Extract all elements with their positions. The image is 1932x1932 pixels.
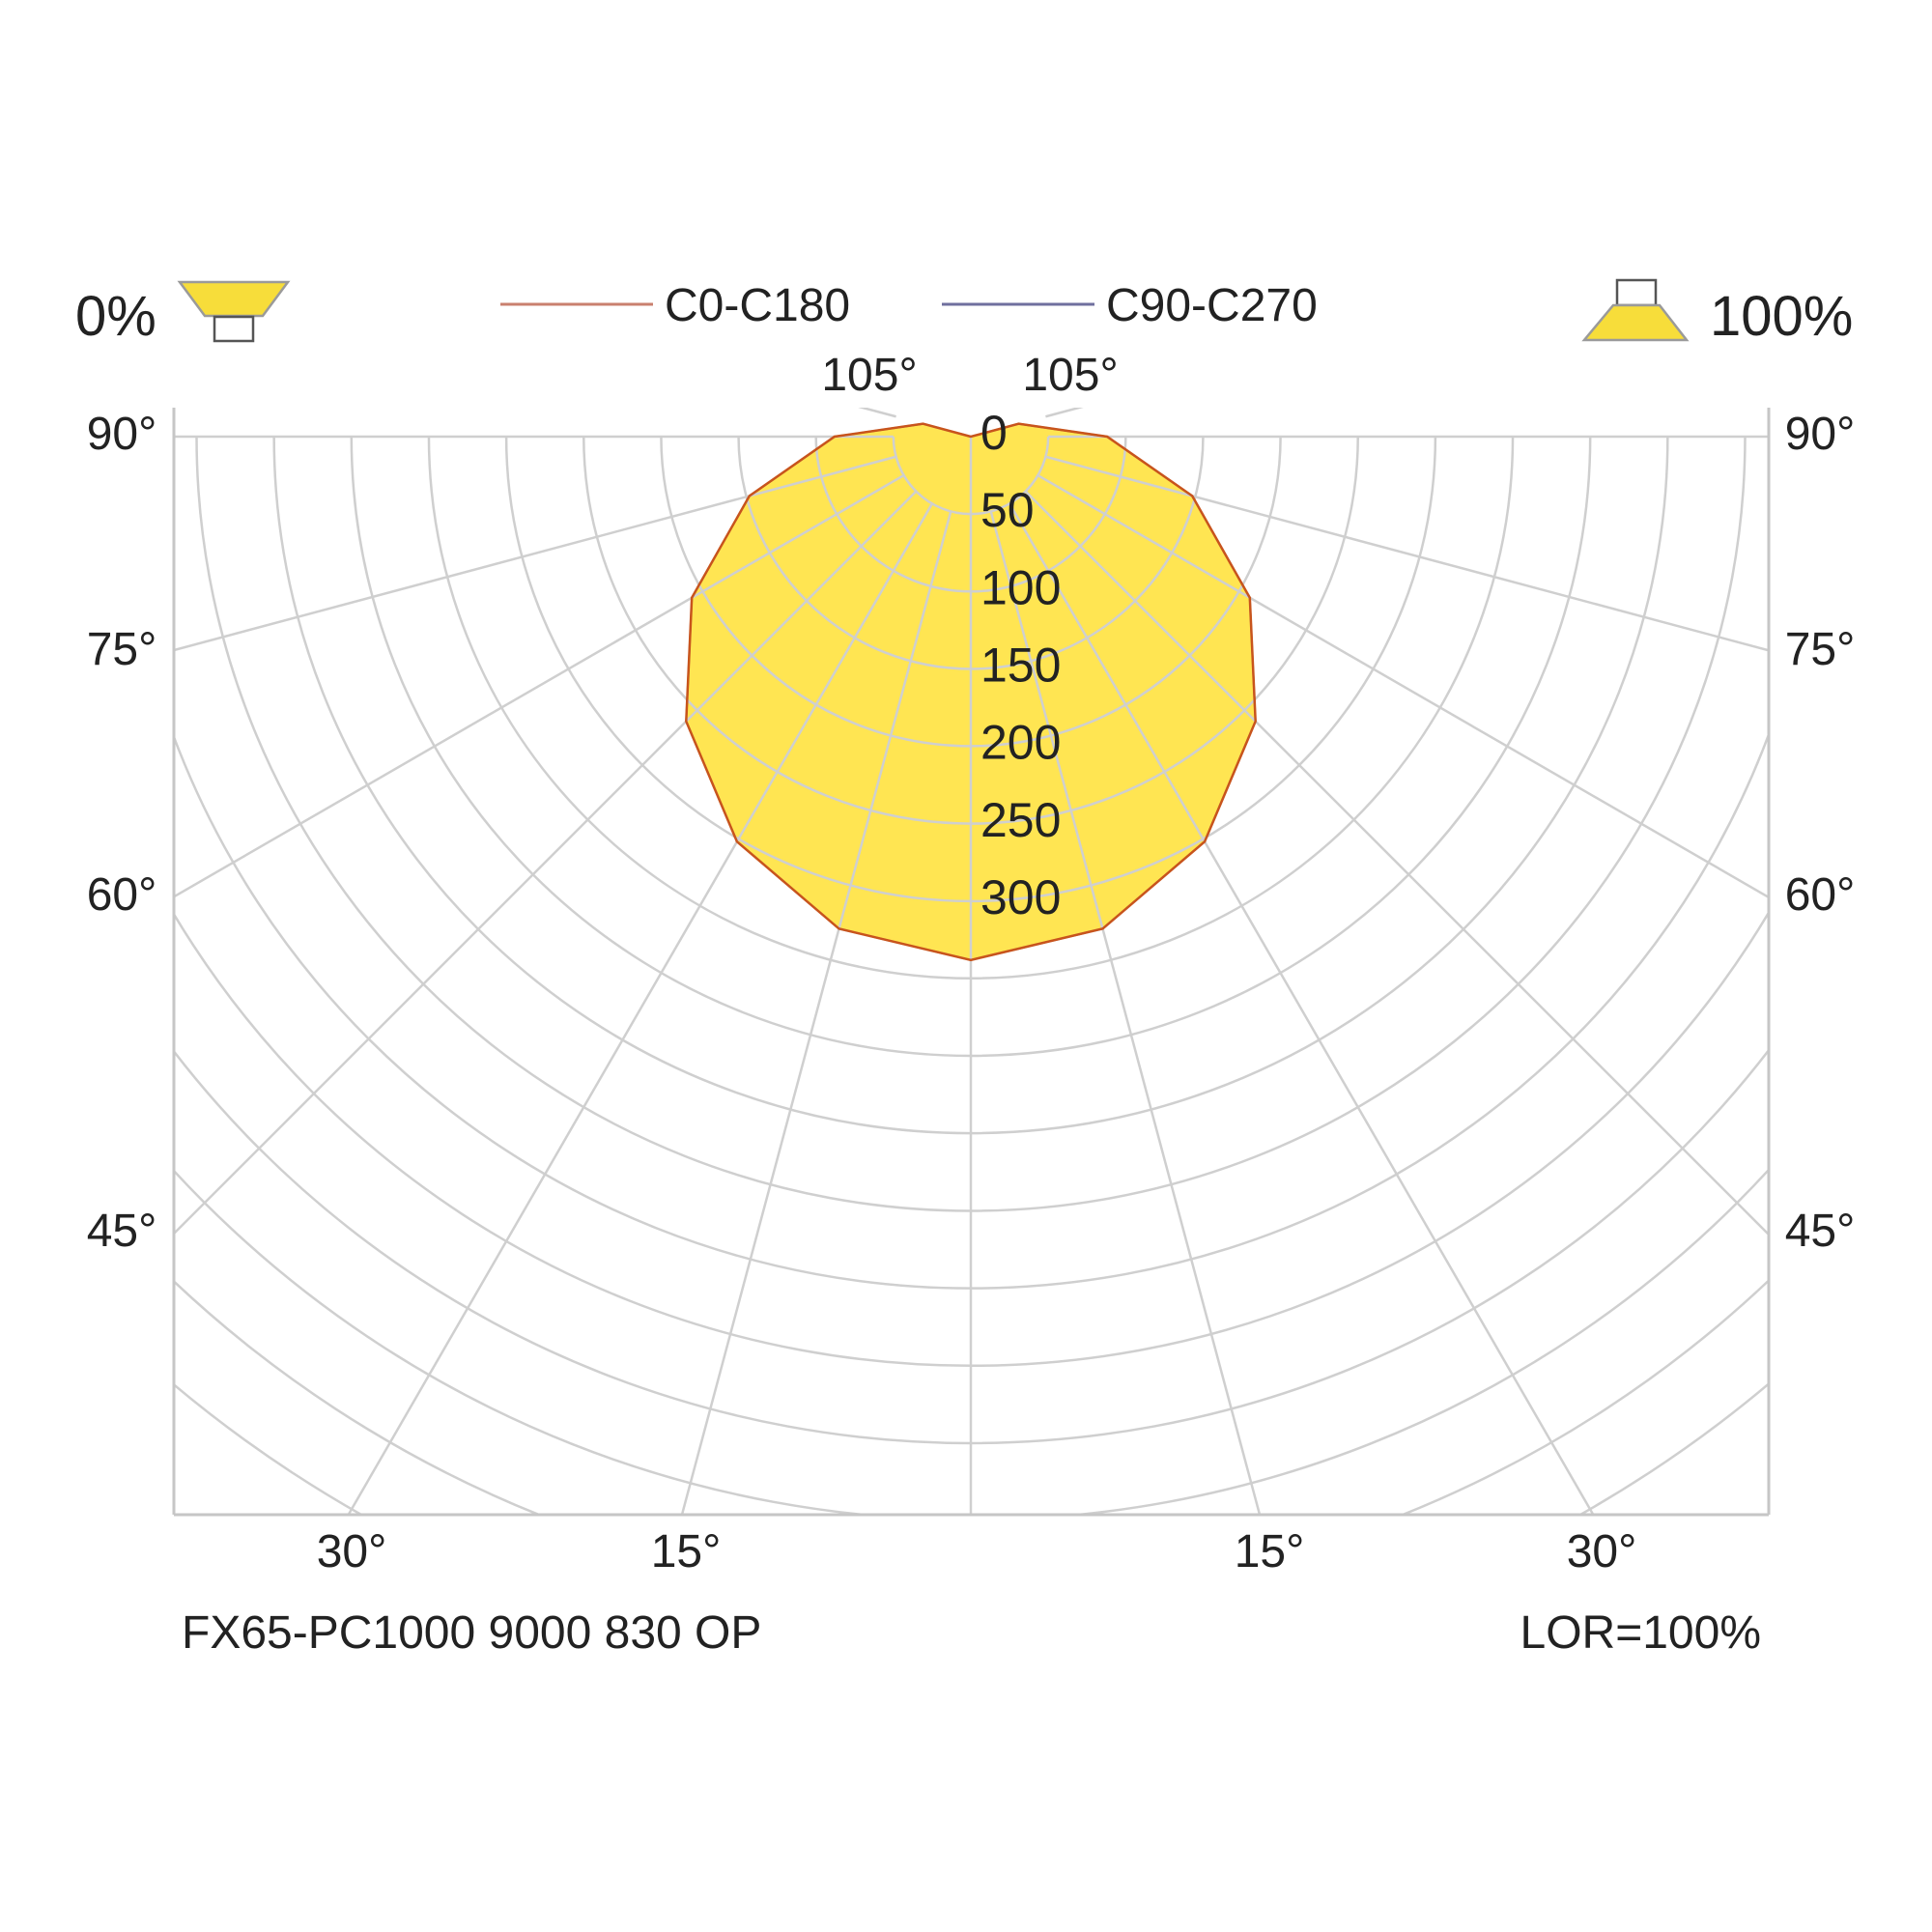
legend-item-c90-c270: C90-C270 [942,280,1318,331]
angle-labels: 105° 105° 90° 75° 60° 45° 90° 75° 60° 45… [87,350,1856,1577]
radial-tick-label: 250 [980,793,1061,847]
grid-spoke [1045,408,1084,418]
plot-frame [172,408,1771,1517]
angle-label-right-60: 60° [1785,869,1856,921]
polar-grid [174,408,1769,1515]
legend-right-percent: 100% [1710,285,1853,348]
grid-spoke [680,511,952,1515]
grid-spoke [347,502,934,1515]
radial-tick-label: 300 [980,870,1061,924]
angle-label-left-60: 60° [87,869,157,921]
angle-label-right-90: 90° [1785,409,1856,460]
grid-spoke [174,473,905,898]
angle-label-left-45: 45° [87,1206,157,1257]
lor-value: LOR=100% [1520,1607,1762,1659]
angle-label-left-90: 90° [87,409,157,460]
radial-tick-label: 200 [980,716,1061,770]
grid-spoke [1045,455,1769,652]
legend: 0% C0-C180 C90-C270 100% [75,278,1853,348]
angle-label-right-45: 45° [1785,1206,1856,1257]
downlight-luminaire-icon [177,280,291,343]
legend-item-c0-c180: C0-C180 [500,280,850,331]
radial-tick-label: 0 [980,406,1008,460]
legend-left-percent: 0% [75,285,156,348]
grid-spoke [1024,490,1769,1236]
series-line-c0-c180 [685,422,1257,962]
grid-spoke [174,490,918,1236]
radial-tick-label: 100 [980,560,1061,614]
plot-area [174,408,1769,1515]
grid-spoke [989,511,1262,1515]
grid-spoke [858,408,896,418]
angle-label-left-75: 75° [87,624,157,675]
angle-label-right-75: 75° [1785,624,1856,675]
radial-tick-label: 50 [980,483,1035,537]
radial-tick-labels: 0 50 100 150 200 250 300 [980,406,1061,924]
angle-label-top-right: 105° [1022,350,1118,401]
radial-tick-label: 150 [980,638,1061,692]
grid-spoke [1037,473,1769,899]
uplight-luminaire-icon [1581,278,1690,342]
grid-spoke [1008,502,1595,1515]
angle-label-top-left: 105° [821,350,917,401]
angle-label-bottom-15-right: 15° [1235,1526,1305,1577]
angle-label-bottom-30-right: 30° [1567,1526,1637,1577]
angle-label-bottom-30-left: 30° [317,1526,387,1577]
legend-label-c90-c270: C90-C270 [1106,280,1318,331]
legend-label-c0-c180: C0-C180 [665,280,850,331]
angle-label-bottom-15-left: 15° [651,1526,722,1577]
grid-spoke [174,455,896,652]
product-name: FX65-PC1000 9000 830 OP [182,1607,761,1659]
